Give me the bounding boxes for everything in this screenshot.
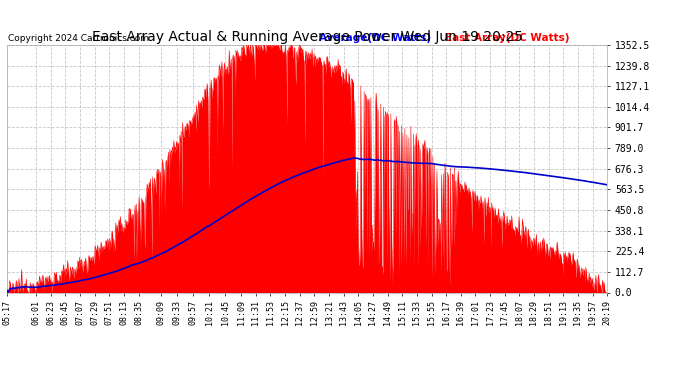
Title: East Array Actual & Running Average Power Wed Jun 19 20:25: East Array Actual & Running Average Powe…: [92, 30, 522, 44]
Text: East Array(DC Watts): East Array(DC Watts): [445, 33, 570, 42]
Text: Copyright 2024 Cartronics.com: Copyright 2024 Cartronics.com: [8, 33, 149, 42]
Text: Average(DC Watts): Average(DC Watts): [319, 33, 431, 42]
